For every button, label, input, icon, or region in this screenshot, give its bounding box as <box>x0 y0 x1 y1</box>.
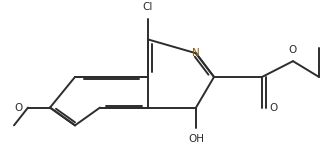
Text: N: N <box>192 48 200 58</box>
Text: Cl: Cl <box>143 2 153 12</box>
Text: O: O <box>14 103 22 113</box>
Text: O: O <box>289 45 297 55</box>
Text: O: O <box>269 103 277 113</box>
Text: OH: OH <box>188 134 204 144</box>
